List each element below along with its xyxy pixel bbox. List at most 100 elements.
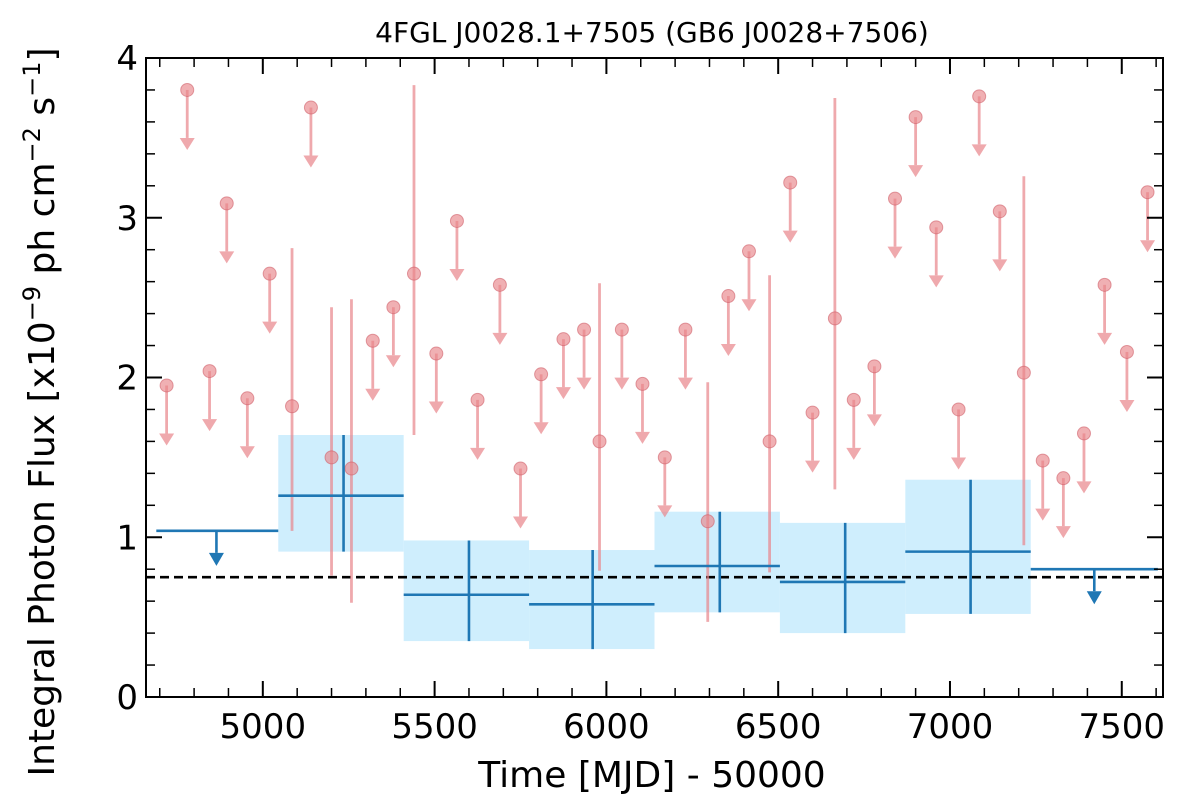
fine-bin-upper-limit-arrow [303,155,319,168]
fine-bin-series [159,82,1156,622]
y-axis-label-exp-2: −2 [18,127,46,162]
x-tick-label: 5000 [220,707,307,747]
fine-bin-upper-limit-point [1140,185,1155,200]
fine-bin-upper-limit-arrow [677,377,693,390]
fine-bin-upper-limit-arrow [219,251,235,264]
x-tick-label: 6500 [735,707,822,747]
fine-bin-point [700,514,715,529]
x-tick-label: 7000 [907,707,994,747]
fine-bin-upper-limit-arrow [908,165,924,178]
fine-bin-upper-limit-arrow [1076,481,1092,494]
fine-bin-upper-limit-point [449,213,464,228]
fine-bin-upper-limit-arrow [866,414,882,427]
fine-bin-upper-limit-arrow [555,387,571,400]
fine-bin-upper-limit-arrow [1119,399,1135,412]
y-axis-label-end: ] [22,47,63,61]
fine-bin-upper-limit-point [219,196,234,211]
fine-bin-upper-limit-arrow [365,388,381,401]
fine-bin-upper-limit-arrow [951,457,967,470]
fine-bin-upper-limit-point [365,333,380,348]
fine-bin-point [762,434,777,449]
fine-bin-upper-limit-point [577,322,592,337]
fine-bin-upper-limit-point [492,277,507,292]
fine-bin-upper-limit-arrow [533,422,549,435]
fine-bin-upper-limit-arrow [657,505,673,518]
fine-bin-upper-limit-arrow [1035,508,1051,521]
fine-bin-point [827,311,842,326]
fine-bin-upper-limit-point [240,391,255,406]
fine-bin-upper-limit-arrow [846,447,862,460]
y-axis-label-exp-1: −9 [18,286,46,321]
fine-bin-upper-limit-point [657,450,672,465]
fine-bin-upper-limit-point [805,405,820,420]
y-tick-label: 4 [116,39,138,79]
coarse-bin-upper-limit-arrow [1086,591,1102,605]
fine-bin-upper-limit-arrow [971,144,987,157]
fine-bin-upper-limit-point [534,367,549,382]
fine-bin-upper-limit-point [1097,277,1112,292]
fine-bin-upper-limit-arrow [1097,332,1113,345]
x-tick-label: 6000 [563,707,650,747]
fine-bin-point [592,434,607,449]
fine-bin-upper-limit-point [1056,471,1071,486]
fine-bin-point [344,461,359,476]
fine-bin-upper-limit-point [635,376,650,391]
fine-bin-upper-limit-point [992,204,1007,219]
fine-bin-upper-limit-point [556,332,571,347]
fine-bin-upper-limit-point [1076,426,1091,441]
fine-bin-upper-limit-arrow [614,377,630,390]
fine-bin-upper-limit-point [678,322,693,337]
fine-bin-upper-limit-arrow [887,246,903,259]
x-tick-label: 7500 [1079,707,1166,747]
coarse-bin-band [403,540,530,642]
fine-bin-upper-limit-point [929,220,944,235]
fine-bin-upper-limit-point [470,392,485,407]
fine-bin-point [324,450,339,465]
fine-bin-upper-limit-point [1119,344,1134,359]
fine-bin-upper-limit-arrow [928,275,944,288]
y-axis-label: Integral Photon Flux [x10−9 ph cm−2 s−1] [18,47,63,776]
fine-bin-upper-limit-point [888,191,903,206]
fine-bin-upper-limit-arrow [992,259,1008,272]
fine-bin-upper-limit-point [159,378,174,393]
fine-bin-upper-limit-arrow [492,332,508,345]
fine-bin-upper-limit-point [951,402,966,417]
coarse-bin-series [156,435,1158,650]
fine-bin-upper-limit-arrow [239,446,255,459]
y-axis-label-exp-3: −1 [18,62,46,97]
fine-bin-upper-limit-arrow [1055,526,1071,539]
y-tick-label: 3 [116,199,138,239]
fine-bin-upper-limit-arrow [262,321,278,334]
fine-bin-upper-limit-arrow [470,447,486,460]
fine-bin-upper-limit-point [783,175,798,190]
fine-bin-upper-limit-point [614,322,629,337]
fine-bin-upper-limit-point [721,289,736,304]
fine-bin-upper-limit-arrow [159,433,175,446]
fine-bin-upper-limit-point [867,359,882,374]
fine-bin-upper-limit-arrow [634,431,650,444]
fine-bin-upper-limit-arrow [1140,240,1156,253]
x-axis-label: Time [MJD] - 50000 [477,755,825,796]
fine-bin-upper-limit-point [1035,453,1050,468]
x-tick-label: 5500 [391,707,478,747]
fine-bin-upper-limit-arrow [385,355,401,368]
fine-bin-upper-limit-point [741,244,756,259]
fine-bin-upper-limit-arrow [513,516,529,529]
fine-bin-upper-limit-point [303,100,318,115]
fine-bin-upper-limit-arrow [449,268,465,281]
coarse-bin-band [779,522,906,634]
y-axis-label-mid-2: s [22,97,63,127]
fine-bin-upper-limit-arrow [805,460,821,473]
fine-bin-upper-limit-point [262,266,277,281]
fine-bin-upper-limit-point [180,82,195,97]
y-tick-label: 0 [116,678,138,718]
y-axis-label-main: Integral Photon Flux [x10 [22,321,63,776]
y-axis-label-mid: ph cm [22,162,63,285]
fine-bin-upper-limit-arrow [741,299,757,312]
fine-bin-point [1016,365,1031,380]
coarse-bin-band [654,511,780,613]
fine-bin-upper-limit-arrow [576,377,592,390]
fine-bin-upper-limit-arrow [202,419,218,432]
fine-bin-upper-limit-arrow [428,401,444,414]
